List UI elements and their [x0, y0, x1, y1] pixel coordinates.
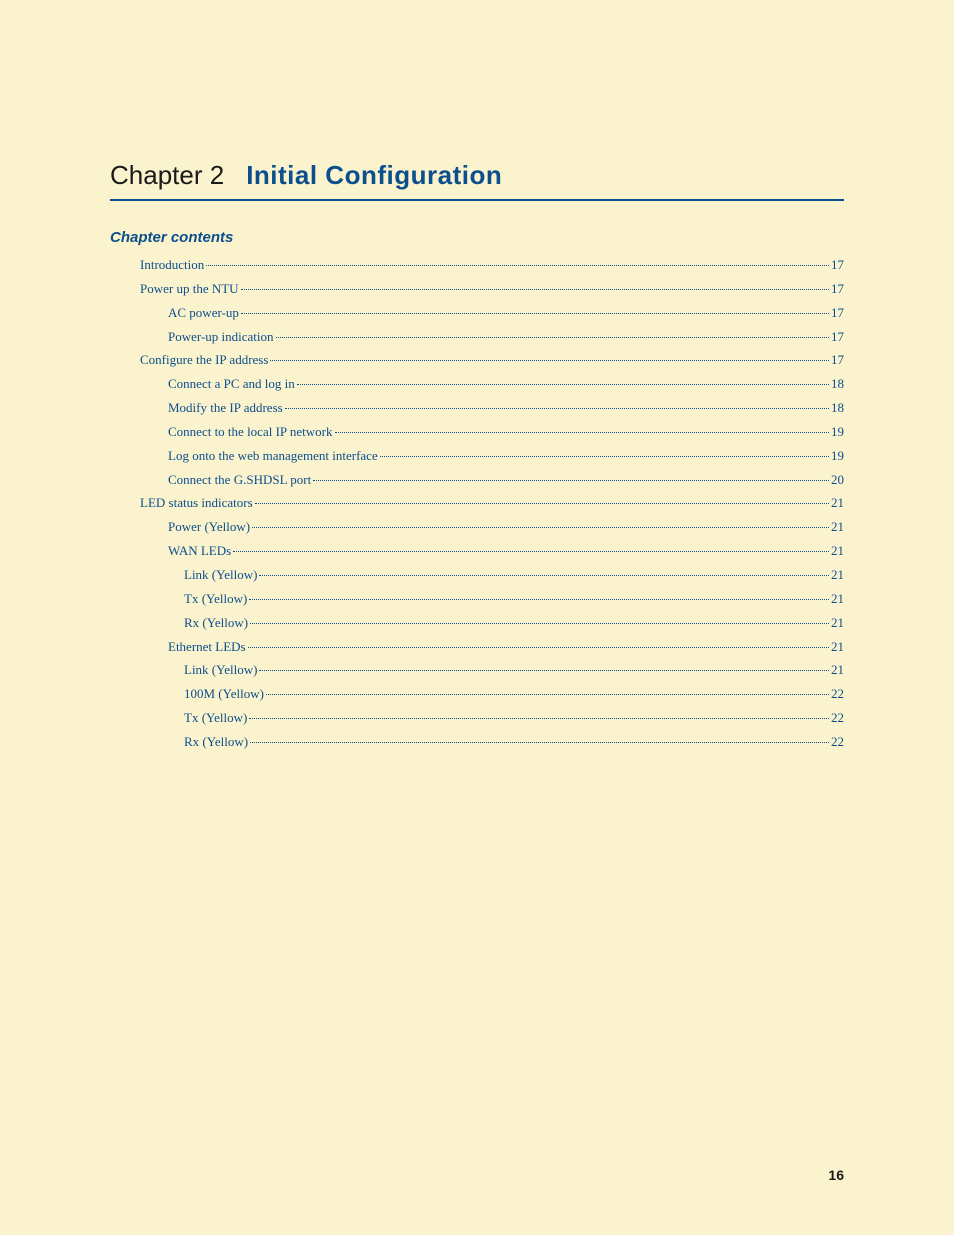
toc-dot-leader	[259, 575, 829, 576]
toc-entry-page: 17	[831, 304, 844, 323]
toc-entry-page: 17	[831, 256, 844, 275]
toc-entry[interactable]: WAN LEDs 21	[110, 542, 844, 561]
page-number: 16	[828, 1167, 844, 1183]
toc-entry-page: 21	[831, 590, 844, 609]
toc-entry-text: WAN LEDs	[168, 542, 231, 561]
toc-dot-leader	[233, 551, 829, 552]
toc-entry-text: Configure the IP address	[140, 351, 268, 370]
toc-entry-page: 22	[831, 685, 844, 704]
toc-entry[interactable]: Link (Yellow) 21	[110, 566, 844, 585]
toc-entry-page: 22	[831, 709, 844, 728]
toc-entry[interactable]: Connect the G.SHDSL port 20	[110, 471, 844, 490]
toc-dot-leader	[252, 527, 829, 528]
toc-dot-leader	[285, 408, 829, 409]
toc-entry-page: 18	[831, 399, 844, 418]
toc-dot-leader	[250, 623, 829, 624]
toc-entry[interactable]: Rx (Yellow) 21	[110, 614, 844, 633]
toc-entry-page: 20	[831, 471, 844, 490]
toc-entry[interactable]: 100M (Yellow) 22	[110, 685, 844, 704]
toc-entry-text: Link (Yellow)	[184, 661, 257, 680]
toc-entry-page: 21	[831, 518, 844, 537]
toc-entry-text: Ethernet LEDs	[168, 638, 246, 657]
document-page: Chapter 2 Initial Configuration Chapter …	[0, 0, 954, 1235]
toc-entry[interactable]: Rx (Yellow) 22	[110, 733, 844, 752]
toc-entry-page: 22	[831, 733, 844, 752]
toc-entry-text: Power-up indication	[168, 328, 274, 347]
toc-entry-page: 21	[831, 566, 844, 585]
toc-dot-leader	[248, 647, 829, 648]
chapter-name: Initial Configuration	[246, 160, 502, 190]
toc-entry[interactable]: Introduction 17	[110, 256, 844, 275]
toc-entry[interactable]: LED status indicators 21	[110, 494, 844, 513]
toc-entry-text: Connect a PC and log in	[168, 375, 295, 394]
toc-entry[interactable]: Power-up indication 17	[110, 328, 844, 347]
toc-entry-page: 21	[831, 494, 844, 513]
toc-dot-leader	[313, 480, 829, 481]
toc-entry[interactable]: Tx (Yellow) 22	[110, 709, 844, 728]
toc-dot-leader	[206, 265, 829, 266]
toc-dot-leader	[380, 456, 829, 457]
toc-dot-leader	[335, 432, 829, 433]
toc-entry[interactable]: Ethernet LEDs 21	[110, 638, 844, 657]
toc-entry[interactable]: Modify the IP address 18	[110, 399, 844, 418]
toc-dot-leader	[297, 384, 829, 385]
toc-entry-text: Tx (Yellow)	[184, 590, 247, 609]
chapter-title-block: Chapter 2 Initial Configuration	[110, 160, 844, 201]
toc-entry-page: 19	[831, 447, 844, 466]
toc-entry-text: Tx (Yellow)	[184, 709, 247, 728]
toc-dot-leader	[259, 670, 829, 671]
toc-entry-text: LED status indicators	[140, 494, 253, 513]
toc-entry-text: AC power-up	[168, 304, 239, 323]
toc-entry[interactable]: Link (Yellow) 21	[110, 661, 844, 680]
toc-entry-text: Connect to the local IP network	[168, 423, 333, 442]
chapter-contents-heading: Chapter contents	[110, 229, 844, 246]
toc-entry[interactable]: Connect a PC and log in 18	[110, 375, 844, 394]
toc-entry[interactable]: Connect to the local IP network 19	[110, 423, 844, 442]
toc-entry-page: 21	[831, 661, 844, 680]
toc-dot-leader	[249, 718, 829, 719]
toc-entry[interactable]: Tx (Yellow) 21	[110, 590, 844, 609]
toc-entry-page: 19	[831, 423, 844, 442]
toc-entry[interactable]: Power up the NTU 17	[110, 280, 844, 299]
toc-entry-page: 17	[831, 351, 844, 370]
chapter-label: Chapter 2	[110, 160, 224, 190]
toc-entry-text: Introduction	[140, 256, 204, 275]
toc-entry-page: 21	[831, 542, 844, 561]
toc-entry-text: Connect the G.SHDSL port	[168, 471, 311, 490]
toc-dot-leader	[255, 503, 829, 504]
toc-entry-page: 21	[831, 614, 844, 633]
toc-entry[interactable]: Log onto the web management interface 19	[110, 447, 844, 466]
toc-entry-text: Power (Yellow)	[168, 518, 250, 537]
toc-entry-text: Rx (Yellow)	[184, 733, 248, 752]
toc-entry-page: 17	[831, 328, 844, 347]
toc-dot-leader	[276, 337, 829, 338]
toc-entry-text: Link (Yellow)	[184, 566, 257, 585]
toc-entry[interactable]: Power (Yellow) 21	[110, 518, 844, 537]
toc-dot-leader	[266, 694, 829, 695]
toc-dot-leader	[241, 313, 829, 314]
toc-entry[interactable]: Configure the IP address 17	[110, 351, 844, 370]
toc-entry-text: Modify the IP address	[168, 399, 283, 418]
toc-entry-text: Rx (Yellow)	[184, 614, 248, 633]
toc-entry-text: Power up the NTU	[140, 280, 239, 299]
toc-dot-leader	[249, 599, 829, 600]
toc-entry-text: Log onto the web management interface	[168, 447, 378, 466]
table-of-contents: Introduction17Power up the NTU 17AC powe…	[110, 256, 844, 752]
toc-dot-leader	[270, 360, 829, 361]
toc-entry-page: 18	[831, 375, 844, 394]
toc-entry-text: 100M (Yellow)	[184, 685, 264, 704]
toc-entry-page: 17	[831, 280, 844, 299]
toc-entry-page: 21	[831, 638, 844, 657]
toc-dot-leader	[241, 289, 829, 290]
toc-dot-leader	[250, 742, 829, 743]
toc-entry[interactable]: AC power-up 17	[110, 304, 844, 323]
